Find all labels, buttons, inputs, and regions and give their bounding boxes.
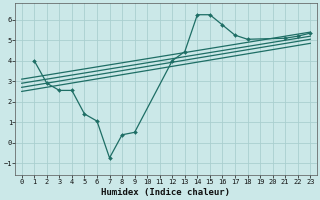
X-axis label: Humidex (Indice chaleur): Humidex (Indice chaleur) [101,188,230,197]
